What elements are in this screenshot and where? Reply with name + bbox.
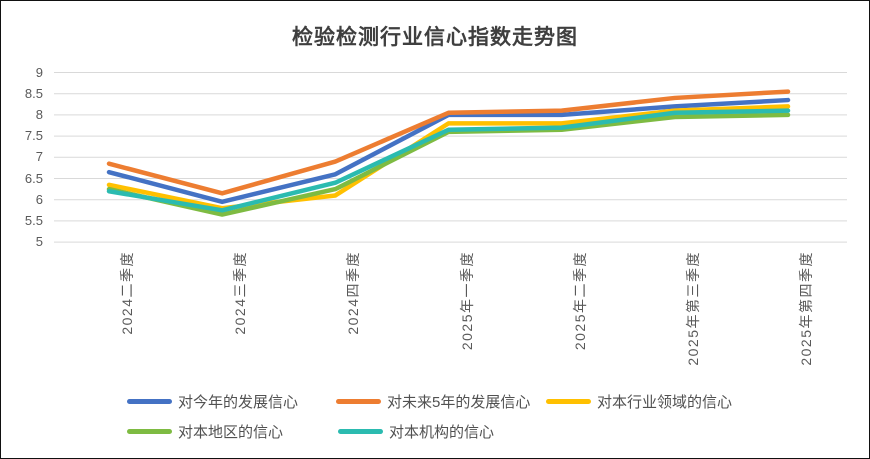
y-axis-tick-label: 8 xyxy=(35,106,43,122)
x-axis-category-anchor: 2024四季度 xyxy=(343,251,427,335)
legend-label: 对本机构的信心 xyxy=(389,423,495,441)
legend-swatch xyxy=(127,428,172,434)
legend-swatch xyxy=(127,398,172,404)
y-axis-tick-label: 9 xyxy=(35,64,43,80)
x-axis-category-anchor: 2024二季度 xyxy=(117,251,201,335)
x-axis-category-anchor: 2025年第三季度 xyxy=(683,251,798,366)
series-line-4 xyxy=(106,108,791,213)
legend-swatch xyxy=(336,398,381,404)
x-axis-category-label: 2025年二季度 xyxy=(571,251,588,351)
legend-item-0: 对今年的发展信心 xyxy=(127,392,299,411)
x-axis-category-label: 2025年第三季度 xyxy=(684,251,701,366)
legend-label: 对今年的发展信心 xyxy=(178,393,299,411)
y-axis-tick-label: 8.5 xyxy=(24,85,43,101)
x-axis-category-anchor: 2025年一季度 xyxy=(457,251,556,350)
x-axis-category-label: 2025年一季度 xyxy=(458,251,475,351)
y-axis: 9 8.5 8 7.5 7 6.5 6 5.5 5 xyxy=(1,1,45,261)
x-axis-category-label: 2024三季度 xyxy=(232,251,249,335)
legend-item-3: 对本地区的信心 xyxy=(127,422,284,441)
legend-label: 对本行业领域的信心 xyxy=(597,393,733,411)
legend-swatch xyxy=(338,428,383,434)
legend-label: 对本地区的信心 xyxy=(178,423,284,441)
x-axis-category-label: 2024二季度 xyxy=(119,251,135,335)
y-axis-tick-label: 5 xyxy=(35,234,43,250)
x-axis-category-label: 2025年第四季度 xyxy=(798,251,815,366)
x-axis-category-anchor: 2024三季度 xyxy=(230,251,314,335)
x-axis-category-label: 2024四季度 xyxy=(345,251,362,335)
legend-item-4: 对本机构的信心 xyxy=(338,422,495,441)
x-axis-category-anchor: 2025年第四季度 xyxy=(796,251,869,366)
y-axis-tick-label: 5.5 xyxy=(24,212,43,228)
series-line-1 xyxy=(106,89,791,196)
legend-label: 对未来5年的发展信心 xyxy=(387,393,531,411)
y-axis-tick-label: 7 xyxy=(35,149,43,165)
chart-title: 检验检测行业信心指数走势图 xyxy=(292,26,578,49)
y-axis-tick-label: 6 xyxy=(35,191,43,207)
x-axis-category-anchor: 2025年二季度 xyxy=(570,251,669,350)
x-axis: 2024二季度 2024三季度 2024四季度 2025年一季度 2025年二季度 202… xyxy=(1,1,869,366)
legend-item-2: 对本行业领域的信心 xyxy=(546,392,733,411)
legend-item-1: 对未来5年的发展信心 xyxy=(336,392,531,411)
y-axis-tick-label: 6.5 xyxy=(24,170,43,186)
y-axis-tick-label: 7.5 xyxy=(24,128,43,144)
legend-swatch xyxy=(546,398,591,404)
